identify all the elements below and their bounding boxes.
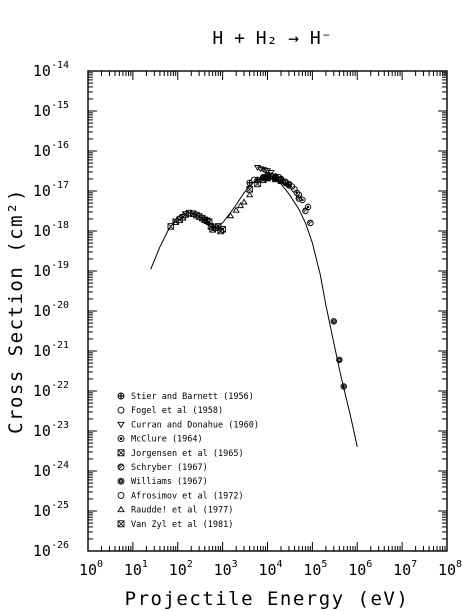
data-point [336, 356, 343, 364]
data-point [219, 226, 226, 233]
x-tick-label: 105 [303, 559, 327, 579]
x-tick-label: 101 [124, 559, 148, 579]
x-tick-label: 106 [348, 559, 372, 579]
legend-entry: Williams (1967) [117, 477, 208, 487]
x-tick-label: 108 [438, 559, 462, 579]
y-tick-label: 10-21 [33, 340, 69, 360]
x-tick-label: 103 [214, 559, 238, 579]
data-point [226, 212, 235, 219]
legend: Stier and Barnett (1956) Fogel et al (195… [117, 392, 259, 530]
data-point [330, 318, 338, 325]
legend-label: Williams (1967) [131, 477, 208, 487]
legend-marker [117, 421, 125, 429]
x-tick-label: 100 [79, 559, 103, 579]
legend-entry: Stier and Barnett (1956) [117, 392, 254, 402]
data-point [259, 166, 267, 173]
legend-marker [117, 392, 125, 400]
legend-label: Fogel et al (1958) [131, 406, 223, 416]
data-point [288, 183, 296, 190]
y-tick-label: 10-15 [33, 100, 69, 120]
legend-label: McClure (1964) [131, 435, 203, 445]
y-tick-label: 10-22 [33, 380, 69, 400]
data-point [246, 179, 253, 187]
legend-label: Van Zyl et al (1981) [131, 520, 233, 530]
data-point [299, 196, 306, 204]
y-tick-label: 10-17 [33, 180, 69, 200]
data-point [250, 176, 258, 184]
data-point [267, 172, 275, 180]
legend-entry: Van Zyl et al (1981) [117, 520, 233, 530]
y-tick-label: 10-16 [33, 140, 69, 160]
y-tick-label: 10-19 [33, 260, 69, 280]
y-tick-label: 10-25 [33, 500, 69, 520]
legend-marker [117, 406, 125, 414]
data-point [307, 219, 314, 227]
data-point [295, 191, 303, 199]
y-tick-label: 10-23 [33, 420, 69, 440]
data-point [172, 218, 179, 226]
legend-marker [117, 449, 125, 457]
legend-marker [117, 505, 125, 513]
legend-entry: Curran and Donahue (1960) [117, 420, 259, 430]
legend-entry: McClure (1964) [117, 435, 203, 445]
x-tick-label: 104 [258, 559, 282, 579]
y-tick-label: 10-20 [33, 300, 69, 320]
data-point [253, 164, 262, 172]
legend-label: Stier and Barnett (1956) [131, 392, 254, 402]
legend-entry: Schryber (1967) [117, 463, 208, 473]
legend-marker [117, 435, 125, 443]
legend-label: Afrosimov et al (1972) [131, 491, 244, 501]
legend-entry: Afrosimov et al (1972) [117, 491, 244, 501]
data-point [275, 174, 283, 181]
x-tick-label: 102 [169, 559, 193, 579]
legend-marker [117, 463, 125, 471]
legend-marker [117, 491, 125, 499]
legend-marker [117, 477, 125, 485]
y-tick-label: 10-24 [33, 460, 69, 480]
legend-marker [117, 520, 125, 528]
legend-entry: Jorgensen et al (1965) [117, 449, 244, 459]
axis-tick-labels: 100 101 102 103 104 105 106 107 108 10-26 10-25 10-… [33, 60, 462, 579]
data-point [236, 201, 245, 209]
y-tick-label: 10-14 [33, 60, 69, 80]
y-tick-label: 10-26 [33, 540, 69, 560]
x-axis-label: Projectile Energy (eV) [125, 588, 410, 610]
axis-ticks [87, 71, 447, 552]
data-point [246, 191, 254, 198]
data-point [340, 383, 347, 390]
data-point [232, 206, 240, 213]
legend-label: Raudde! et al (1977) [131, 506, 233, 516]
data-point [261, 167, 270, 174]
legend-label: Curran and Donahue (1960) [131, 420, 259, 430]
data-point [240, 198, 248, 205]
legend-label: Jorgensen et al (1965) [131, 449, 244, 459]
data-points [167, 164, 347, 390]
data-point [302, 207, 309, 215]
legend-entry: Raudde! et al (1977) [117, 505, 233, 516]
legend-label: Schryber (1967) [131, 463, 208, 473]
data-point [254, 180, 261, 188]
y-tick-label: 10-18 [33, 220, 69, 240]
x-tick-label: 107 [393, 559, 417, 579]
data-point [282, 178, 289, 186]
chart-title: H + H₂ → H⁻ [212, 28, 331, 49]
y-axis-label: Cross Section (cm²) [5, 188, 27, 434]
legend-entry: Fogel et al (1958) [117, 406, 223, 416]
